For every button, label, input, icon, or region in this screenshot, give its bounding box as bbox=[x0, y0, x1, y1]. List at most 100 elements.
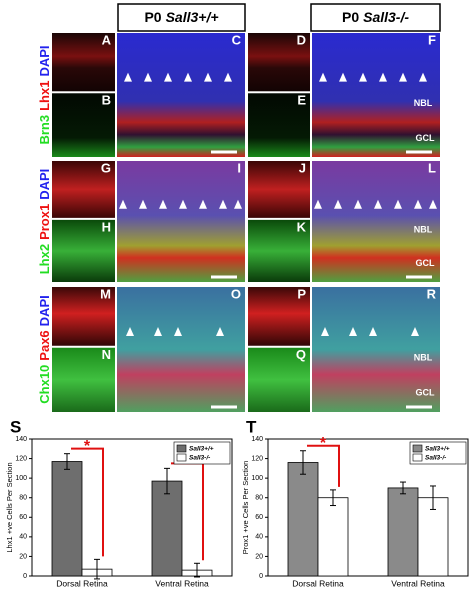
y-tick-label: 100 bbox=[251, 475, 263, 482]
micrograph bbox=[248, 33, 310, 92]
plot-frame bbox=[31, 438, 233, 577]
x-tick-label: Ventral Retina bbox=[391, 578, 445, 588]
panel-letter: O bbox=[231, 286, 241, 301]
arrowhead bbox=[126, 327, 134, 336]
arrowhead bbox=[339, 72, 347, 82]
legend-label: Sall3-/- bbox=[189, 455, 210, 462]
marker: Lhx2 bbox=[37, 244, 52, 274]
panel-letter: F bbox=[428, 32, 436, 47]
arrowhead bbox=[179, 199, 187, 209]
micrograph bbox=[117, 287, 245, 412]
y-tick-label: 120 bbox=[15, 455, 27, 462]
legend-swatch bbox=[176, 444, 187, 453]
x-tick-label: Ventral Retina bbox=[155, 578, 209, 588]
significance-mark: * bbox=[84, 438, 91, 455]
micrograph bbox=[248, 93, 310, 157]
micrograph bbox=[312, 33, 440, 157]
layer-label: GCL bbox=[416, 133, 436, 143]
arrowhead bbox=[414, 199, 422, 209]
header-genotype: Sall3-/- bbox=[363, 9, 409, 25]
panel-letter: E bbox=[297, 93, 306, 108]
panel-label: S bbox=[10, 417, 21, 436]
header-box bbox=[310, 3, 441, 32]
significance-mark: * bbox=[320, 435, 327, 452]
arrowhead bbox=[379, 72, 387, 82]
arrowhead bbox=[224, 72, 232, 82]
legend-box bbox=[409, 441, 467, 465]
layer-label: GCL bbox=[416, 258, 436, 268]
marker-label: Chx10 Pax6 DAPI bbox=[37, 295, 52, 403]
panel-letter: H bbox=[102, 219, 111, 234]
marker: Pax6 bbox=[37, 330, 52, 360]
panel-letter: Q bbox=[296, 347, 306, 362]
panel-letter: M bbox=[100, 286, 111, 301]
panel-letter: P bbox=[297, 286, 306, 301]
significance-bracket bbox=[71, 447, 104, 557]
panel-letter: K bbox=[297, 219, 307, 234]
y-tick-label: 140 bbox=[15, 436, 27, 443]
micrograph bbox=[52, 93, 115, 157]
arrowhead bbox=[399, 72, 407, 82]
marker: DAPI bbox=[37, 169, 52, 200]
micrograph bbox=[248, 219, 310, 282]
legend-box bbox=[173, 441, 231, 465]
bar bbox=[317, 497, 349, 577]
y-tick-label: 20 bbox=[19, 553, 27, 560]
y-tick-label: 20 bbox=[255, 553, 263, 560]
arrowhead bbox=[411, 327, 419, 336]
panel-letter: G bbox=[101, 160, 111, 175]
bar bbox=[51, 461, 83, 577]
marker: Lhx1 bbox=[37, 81, 52, 111]
y-axis-label: Prox1 +ve Cells Per Section bbox=[241, 461, 250, 555]
micrograph bbox=[117, 33, 245, 157]
bar bbox=[417, 497, 449, 577]
arrowhead bbox=[429, 199, 437, 209]
micrograph bbox=[52, 161, 115, 218]
arrowhead bbox=[359, 72, 367, 82]
micrograph bbox=[52, 347, 115, 412]
y-tick-label: 100 bbox=[15, 475, 27, 482]
arrowhead bbox=[184, 72, 192, 82]
marker-label: Brn3 Lhx1 DAPI bbox=[37, 45, 52, 144]
legend-swatch bbox=[176, 453, 187, 462]
arrowhead bbox=[374, 199, 382, 209]
y-tick-label: 0 bbox=[259, 573, 263, 580]
marker: Brn3 bbox=[37, 115, 52, 145]
panel-letter: N bbox=[102, 347, 111, 362]
arrowhead bbox=[119, 199, 127, 209]
arrowhead bbox=[334, 199, 342, 209]
marker: Chx10 bbox=[37, 365, 52, 404]
y-tick-label: 60 bbox=[19, 514, 27, 521]
arrowhead bbox=[354, 199, 362, 209]
panel-letter: D bbox=[297, 32, 306, 47]
y-tick-label: 0 bbox=[23, 573, 27, 580]
panel-letter: R bbox=[427, 286, 437, 301]
panel-letter: I bbox=[237, 160, 241, 175]
arrowhead bbox=[216, 327, 224, 336]
micrograph bbox=[52, 33, 115, 92]
header-age: P0 bbox=[144, 9, 161, 25]
arrowhead bbox=[394, 199, 402, 209]
micrograph bbox=[312, 287, 440, 412]
bar bbox=[287, 462, 319, 577]
plot-frame bbox=[267, 438, 469, 577]
micrograph bbox=[52, 219, 115, 282]
marker: DAPI bbox=[37, 295, 52, 326]
arrowhead bbox=[124, 72, 132, 82]
panel-letter: L bbox=[428, 160, 436, 175]
micrograph bbox=[52, 287, 115, 346]
arrowhead bbox=[174, 327, 182, 336]
bar bbox=[387, 487, 419, 577]
y-axis-label: Lhx1 +ve Cells Per Section bbox=[5, 462, 14, 552]
arrowhead bbox=[419, 72, 427, 82]
significance-bracket bbox=[307, 444, 340, 487]
arrowhead bbox=[144, 72, 152, 82]
y-tick-label: 40 bbox=[255, 534, 263, 541]
legend-label: Sall3-/- bbox=[425, 455, 446, 462]
arrowhead bbox=[159, 199, 167, 209]
layer-label: GCL bbox=[416, 388, 436, 398]
y-tick-label: 40 bbox=[19, 534, 27, 541]
micrograph bbox=[248, 347, 310, 412]
micrograph bbox=[117, 161, 245, 282]
